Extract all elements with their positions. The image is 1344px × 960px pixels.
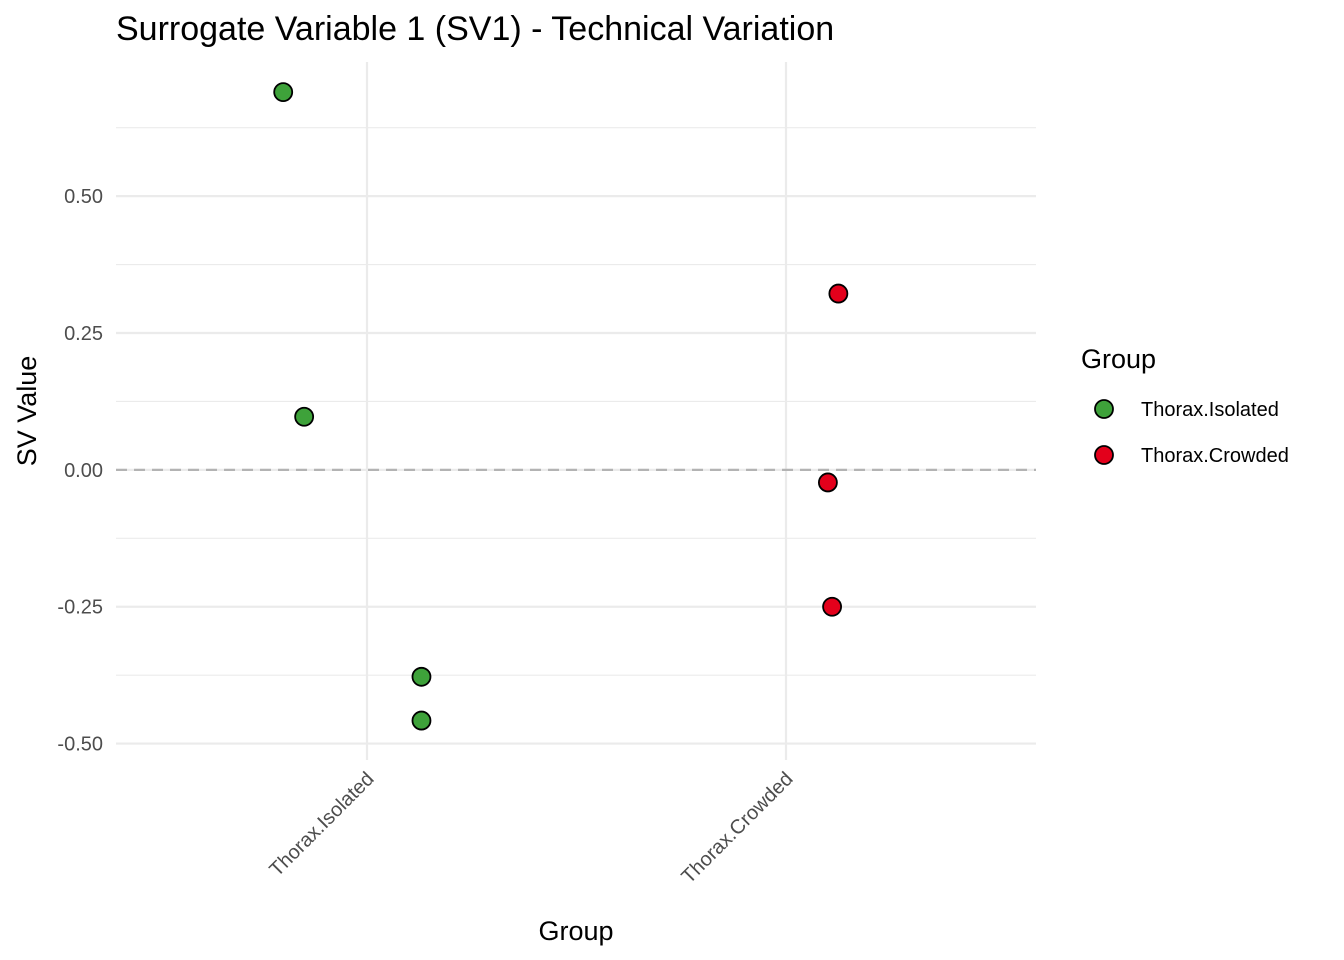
y-tick-label: 0.25	[64, 323, 103, 345]
y-tick-label: 0.00	[64, 460, 103, 482]
data-point	[828, 283, 849, 304]
x-axis-ticks: Thorax.Isolated Thorax.Crowded	[265, 768, 797, 888]
data-point	[294, 406, 315, 427]
chart-title: Surrogate Variable 1 (SV1) - Technical V…	[116, 10, 834, 48]
x-tick-label: Thorax.Isolated	[265, 768, 378, 881]
data-points	[273, 82, 849, 731]
data-point	[818, 472, 838, 493]
data-point	[411, 666, 432, 687]
x-axis-title: Group	[538, 916, 613, 946]
legend-title: Group	[1081, 344, 1156, 374]
y-tick-label: 0.50	[64, 186, 103, 208]
legend-label: Thorax.Isolated	[1141, 399, 1279, 421]
legend-label: Thorax.Crowded	[1141, 445, 1289, 467]
data-point	[411, 710, 432, 731]
y-axis-title: SV Value	[12, 356, 42, 467]
legend-key	[1094, 445, 1114, 465]
grid	[116, 62, 1036, 760]
data-point	[273, 82, 294, 103]
y-axis-ticks: -0.50 -0.25 0.00 0.25 0.50	[57, 186, 103, 755]
legend-key	[1094, 399, 1114, 419]
x-tick-label: Thorax.Crowded	[677, 768, 797, 888]
data-point	[822, 596, 842, 617]
y-tick-label: -0.50	[57, 734, 103, 756]
legend: Group Thorax.Isolated Thorax.Crowded	[1081, 344, 1289, 467]
y-tick-label: -0.25	[57, 597, 103, 619]
